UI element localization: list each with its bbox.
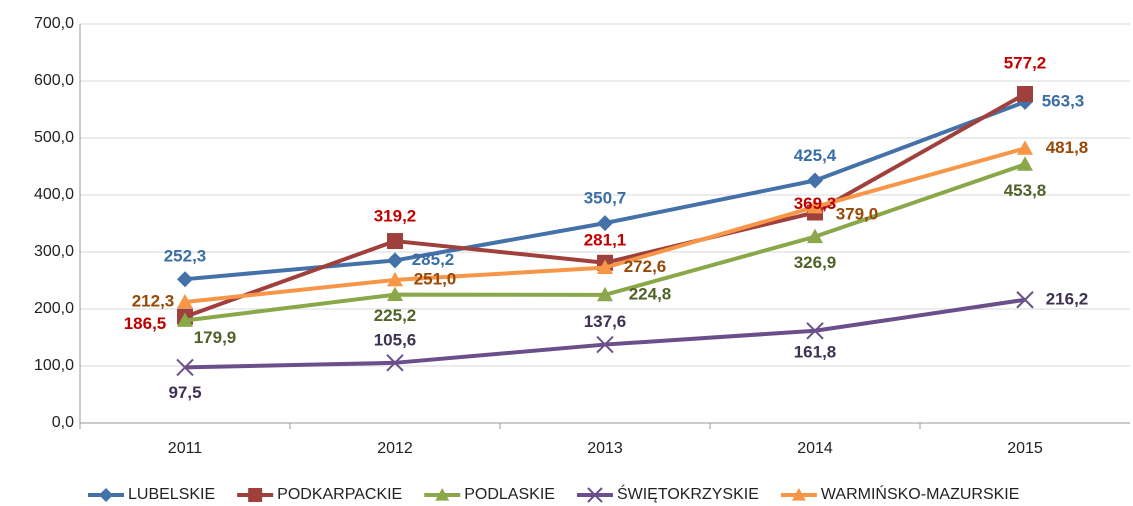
data-label: 161,8 bbox=[794, 342, 837, 361]
legend-label: LUBELSKIE bbox=[128, 486, 215, 503]
legend-label: PODKARPACKIE bbox=[277, 486, 402, 503]
data-label: 272,6 bbox=[624, 257, 667, 276]
data-point bbox=[596, 335, 614, 354]
data-label: 425,4 bbox=[794, 146, 837, 165]
data-label: 179,9 bbox=[194, 328, 237, 347]
series-line bbox=[184, 297, 1026, 370]
y-tick-label: 200,0 bbox=[34, 300, 74, 317]
data-label: 453,8 bbox=[1004, 181, 1047, 200]
legend-label: WARMIŃSKO-MAZURSKIE bbox=[821, 484, 1020, 503]
x-tick-label: 2011 bbox=[168, 440, 203, 457]
legend-marker bbox=[791, 488, 806, 501]
data-point bbox=[386, 354, 404, 372]
data-point bbox=[387, 271, 403, 287]
data-label: 97,5 bbox=[168, 383, 201, 402]
x-tick-label: 2015 bbox=[1007, 440, 1043, 457]
data-point bbox=[807, 198, 823, 214]
data-point bbox=[807, 228, 823, 244]
data-label: 251,0 bbox=[414, 269, 457, 288]
data-label: 285,2 bbox=[412, 250, 455, 269]
data-point bbox=[1017, 140, 1033, 155]
data-label: 379,0 bbox=[836, 204, 879, 223]
data-label: 350,7 bbox=[584, 189, 627, 208]
y-tick-label: 0,0 bbox=[52, 414, 74, 431]
data-point bbox=[177, 312, 193, 327]
data-point bbox=[1016, 291, 1034, 309]
y-tick-label: 700,0 bbox=[34, 15, 74, 32]
data-point bbox=[177, 293, 193, 309]
data-label: 225,2 bbox=[374, 306, 417, 325]
data-label: 252,3 bbox=[164, 247, 207, 266]
data-point bbox=[1017, 156, 1033, 171]
data-label: 105,6 bbox=[374, 330, 417, 349]
x-tick-label: 2014 bbox=[797, 440, 833, 457]
legend-marker bbox=[99, 488, 113, 502]
y-tick-label: 600,0 bbox=[34, 72, 74, 89]
data-point bbox=[597, 259, 613, 275]
data-label: 224,8 bbox=[629, 284, 672, 303]
legend-label: PODLASKIE bbox=[464, 486, 555, 503]
data-label: 212,3 bbox=[132, 291, 175, 310]
data-point bbox=[806, 322, 824, 340]
legend-marker bbox=[435, 488, 450, 501]
legend-marker bbox=[248, 488, 263, 502]
data-label: 137,6 bbox=[584, 312, 627, 331]
data-point bbox=[176, 358, 194, 377]
legend-marker bbox=[587, 487, 603, 503]
data-label: 319,2 bbox=[374, 207, 417, 226]
data-label: 369,3 bbox=[794, 194, 837, 213]
x-tick-label: 2013 bbox=[587, 440, 623, 457]
y-tick-label: 100,0 bbox=[34, 357, 74, 374]
data-point bbox=[1017, 85, 1033, 102]
data-point bbox=[387, 252, 403, 269]
data-label: 186,5 bbox=[124, 314, 167, 333]
data-label: 326,9 bbox=[794, 253, 837, 272]
y-tick-label: 400,0 bbox=[34, 186, 74, 203]
data-point bbox=[807, 172, 823, 189]
y-tick-label: 300,0 bbox=[34, 243, 74, 260]
data-point bbox=[387, 233, 403, 250]
data-label: 281,1 bbox=[584, 230, 627, 249]
data-point bbox=[177, 271, 193, 288]
data-label: 577,2 bbox=[1004, 53, 1047, 72]
data-label: 216,2 bbox=[1046, 289, 1089, 308]
data-point bbox=[387, 286, 403, 302]
data-point bbox=[597, 286, 613, 302]
x-tick-label: 2012 bbox=[377, 440, 413, 457]
data-label: 563,3 bbox=[1042, 91, 1085, 110]
legend-label: ŚWIĘTOKRZYSKIE bbox=[617, 484, 759, 503]
data-point bbox=[597, 215, 613, 232]
y-tick-label: 500,0 bbox=[34, 129, 74, 146]
data-label: 481,8 bbox=[1046, 138, 1089, 157]
